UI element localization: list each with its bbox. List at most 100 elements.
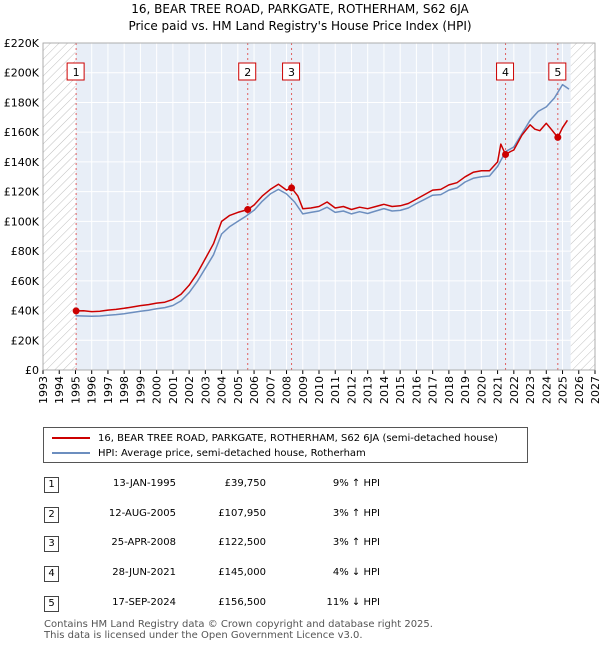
sale-point: [244, 206, 252, 214]
sale-marker-box: [66, 62, 85, 81]
row-price: £145,000: [218, 567, 266, 578]
x-tick-label: 2002: [183, 376, 196, 404]
sale-marker-label: 5: [554, 66, 561, 79]
row-date: 17-SEP-2024: [112, 597, 176, 608]
x-tick-label: 1996: [86, 376, 99, 404]
x-tick-label: 2022: [508, 376, 521, 404]
sale-marker-box: [282, 62, 301, 81]
y-tick-label: £200K: [4, 67, 40, 80]
x-tick-label: 2015: [394, 376, 407, 404]
sale-marker-label: 2: [244, 66, 251, 79]
legend-swatch-property: [52, 437, 90, 439]
x-tick-label: 2014: [378, 376, 391, 404]
sale-point: [502, 150, 510, 158]
x-tick-label: 2018: [443, 376, 456, 404]
chart-subtitle: Price paid vs. HM Land Registry's House …: [128, 19, 472, 33]
y-tick-label: £140K: [4, 156, 40, 169]
x-tick-label: 2009: [297, 376, 310, 404]
x-tick-label: 2027: [589, 376, 600, 404]
sale-marker-label: 1: [73, 66, 80, 79]
legend-label-hpi: HPI: Average price, semi-detached house,…: [98, 447, 366, 459]
table-row: 4 28-JUN-2021 £145,000 4% ↓ HPI: [0, 563, 600, 583]
y-tick-label: £40K: [11, 305, 40, 318]
legend-item-property: 16, BEAR TREE ROAD, PARKGATE, ROTHERHAM,…: [52, 431, 498, 445]
hatch-before: [43, 43, 76, 370]
x-tick-label: 1997: [102, 376, 115, 404]
chart-legend: 16, BEAR TREE ROAD, PARKGATE, ROTHERHAM,…: [43, 427, 528, 463]
row-date: 28-JUN-2021: [112, 567, 176, 578]
x-tick-label: 2001: [167, 376, 180, 404]
x-tick-label: 1994: [53, 376, 66, 404]
row-hpi: 3% ↑ HPI: [332, 508, 380, 519]
chart-title: 16, BEAR TREE ROAD, PARKGATE, ROTHERHAM,…: [131, 2, 469, 16]
y-tick-label: £80K: [11, 245, 40, 258]
row-hpi: 9% ↑ HPI: [332, 478, 380, 489]
x-tick-label: 2012: [345, 376, 358, 404]
row-number: 5: [44, 596, 59, 612]
y-tick-label: £180K: [4, 96, 40, 109]
y-tick-label: £100K: [4, 215, 40, 228]
sale-marker-box: [496, 62, 515, 81]
hpi-line: [75, 83, 570, 318]
x-tick-label: 1995: [69, 376, 82, 404]
y-tick-label: £160K: [4, 126, 40, 139]
x-tick-label: 2013: [362, 376, 375, 404]
sale-point: [288, 184, 296, 192]
x-tick-label: 2019: [459, 376, 472, 404]
x-tick-label: 1993: [37, 376, 50, 404]
plot-frame: [42, 42, 596, 371]
x-tick-label: 2024: [540, 376, 553, 404]
x-tick-label: 2004: [216, 376, 229, 404]
table-row: 1 13-JAN-1995 £39,750 9% ↑ HPI: [0, 474, 600, 494]
row-number: 4: [44, 566, 59, 582]
row-hpi: 3% ↑ HPI: [332, 537, 380, 548]
sale-point: [72, 307, 80, 315]
x-tick-label: 2003: [199, 376, 212, 404]
sale-marker-box: [548, 62, 567, 81]
row-number: 3: [44, 536, 59, 552]
x-tick-label: 2025: [557, 376, 570, 404]
y-tick-label: £220K: [4, 37, 40, 50]
footer-licence: This data is licensed under the Open Gov…: [44, 630, 363, 641]
x-tick-label: 2020: [475, 376, 488, 404]
row-number: 1: [44, 477, 59, 493]
row-date: 25-APR-2008: [111, 537, 176, 548]
legend-item-hpi: HPI: Average price, semi-detached house,…: [52, 446, 366, 460]
x-tick-label: 2011: [329, 376, 342, 404]
x-tick-label: 1999: [134, 376, 147, 404]
row-number: 2: [44, 507, 59, 523]
y-tick-label: £60K: [11, 275, 40, 288]
sale-marker-label: 4: [502, 66, 509, 79]
row-date: 13-JAN-1995: [112, 478, 176, 489]
x-tick-label: 2026: [573, 376, 586, 404]
x-tick-label: 2017: [427, 376, 440, 404]
footer-copyright: Contains HM Land Registry data © Crown c…: [44, 619, 433, 630]
x-tick-label: 2010: [313, 376, 326, 404]
table-row: 2 12-AUG-2005 £107,950 3% ↑ HPI: [0, 504, 600, 524]
x-tick-label: 1998: [118, 376, 131, 404]
sale-marker-label: 3: [288, 66, 295, 79]
sale-point: [554, 133, 562, 141]
x-tick-label: 2000: [151, 376, 164, 404]
x-tick-label: 2023: [524, 376, 537, 404]
y-tick-label: £120K: [4, 186, 40, 199]
legend-swatch-hpi: [52, 452, 90, 454]
row-date: 12-AUG-2005: [108, 508, 176, 519]
row-price: £156,500: [218, 597, 266, 608]
price-chart: 1 2 3 4 5 £0 £20K £40K £60K £80K £100K £120K £140K £…: [4, 37, 600, 404]
legend-label-property: 16, BEAR TREE ROAD, PARKGATE, ROTHERHAM,…: [98, 432, 498, 444]
y-tick-label: £0: [25, 364, 39, 377]
footer-notice: Contains HM Land Registry data © Crown c…: [44, 619, 433, 641]
x-tick-label: 2007: [264, 376, 277, 404]
x-tick-label: 2005: [232, 376, 245, 404]
row-price: £122,500: [218, 537, 266, 548]
hatch-after: [570, 43, 595, 370]
row-hpi: 4% ↓ HPI: [332, 567, 380, 578]
x-tick-label: 2006: [248, 376, 261, 404]
table-row: 3 25-APR-2008 £122,500 3% ↑ HPI: [0, 533, 600, 553]
x-tick-label: 2008: [281, 376, 294, 404]
x-tick-label: 2016: [410, 376, 423, 404]
row-hpi: 11% ↓ HPI: [326, 597, 380, 608]
row-price: £107,950: [218, 508, 266, 519]
y-tick-label: £20K: [11, 334, 40, 347]
